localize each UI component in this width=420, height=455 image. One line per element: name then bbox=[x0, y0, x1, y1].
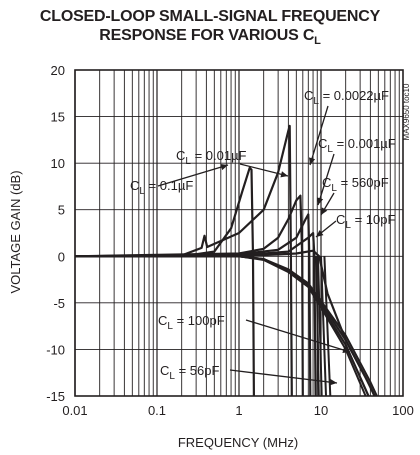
chart-code: MAX9650 toc10 bbox=[402, 83, 411, 140]
curve-label-4: CL = 560pF bbox=[322, 175, 389, 194]
y-axis-label: VOLTAGE GAIN (dB) bbox=[8, 170, 23, 293]
plot-border bbox=[74, 69, 404, 397]
y-tick-label: -10 bbox=[46, 342, 65, 357]
chart-title-line2: RESPONSE FOR VARIOUS CL bbox=[0, 27, 420, 47]
y-tick-label: 5 bbox=[58, 203, 65, 218]
curve-arrowhead-0 bbox=[220, 163, 228, 171]
curve-label-3: CL = 0.001µF bbox=[318, 136, 396, 155]
response-curve-7 bbox=[75, 255, 370, 397]
curve-arrowhead-2 bbox=[308, 157, 316, 165]
x-tick-label: 10 bbox=[314, 403, 328, 418]
response-curve-1 bbox=[74, 124, 293, 397]
curve-label-0: CL = 0.1µF bbox=[130, 178, 193, 197]
curve-label-1: CL = 0.01µF bbox=[176, 148, 247, 167]
curve-label-5: CL = 10pF bbox=[336, 212, 395, 231]
curve-arrowhead-3 bbox=[317, 197, 324, 205]
y-tick-label: -15 bbox=[46, 389, 65, 404]
y-tick-label: 10 bbox=[51, 156, 65, 171]
response-curve-extra bbox=[320, 256, 327, 397]
y-tick-label: -5 bbox=[53, 296, 65, 311]
y-tick-label: 15 bbox=[51, 110, 65, 125]
y-tick-label: 0 bbox=[58, 249, 65, 264]
x-tick-label: 0.01 bbox=[62, 403, 87, 418]
chart-title-line1: CLOSED-LOOP SMALL-SIGNAL FREQUENCY bbox=[39, 8, 381, 25]
curve-arrowhead-7 bbox=[329, 378, 337, 386]
response-curve-2 bbox=[74, 194, 304, 397]
curve-label-6: CL = 100pF bbox=[158, 313, 225, 332]
x-axis-label: FREQUENCY (MHz) bbox=[178, 435, 298, 450]
response-curve-extra bbox=[317, 256, 323, 397]
response-curve-0 bbox=[75, 166, 255, 397]
curve-pointer-0 bbox=[157, 164, 229, 187]
curve-arrowhead-6 bbox=[342, 346, 350, 353]
curve-arrowhead-5 bbox=[316, 230, 324, 237]
tick-labels: 0.01 0.1 1 10 100 20 15 10 5 0 -5 -10 -15 bbox=[46, 63, 414, 418]
curve-label-2: CL = 0.0022µF bbox=[304, 88, 389, 107]
plot-frame bbox=[74, 69, 404, 397]
annotations: CL = 0.1µF CL = 0.01µF CL = 0.0022µF CL = 0… bbox=[130, 88, 396, 386]
curve-pointer-2 bbox=[309, 105, 329, 166]
y-tick-label: 20 bbox=[51, 63, 65, 78]
chart-title-line2-sub: L bbox=[314, 35, 321, 48]
x-tick-label: 1 bbox=[235, 403, 242, 418]
x-tick-label: 0.1 bbox=[148, 403, 166, 418]
curve-pointer-6 bbox=[245, 319, 351, 353]
chart-title-line2-text: RESPONSE FOR VARIOUS C bbox=[99, 27, 315, 44]
curve-arrowhead-4 bbox=[321, 207, 328, 215]
x-tick-label: 100 bbox=[392, 403, 414, 418]
curve-pointer-1 bbox=[239, 163, 289, 177]
curve-pointer-3 bbox=[317, 153, 335, 206]
response-curve-extra bbox=[315, 256, 320, 397]
response-curve-3 bbox=[74, 213, 312, 397]
curve-arrowhead-1 bbox=[280, 171, 288, 178]
curve-pointer-7 bbox=[229, 369, 338, 384]
curve-label-7: CL = 56pF bbox=[160, 363, 219, 382]
curves bbox=[74, 124, 378, 397]
